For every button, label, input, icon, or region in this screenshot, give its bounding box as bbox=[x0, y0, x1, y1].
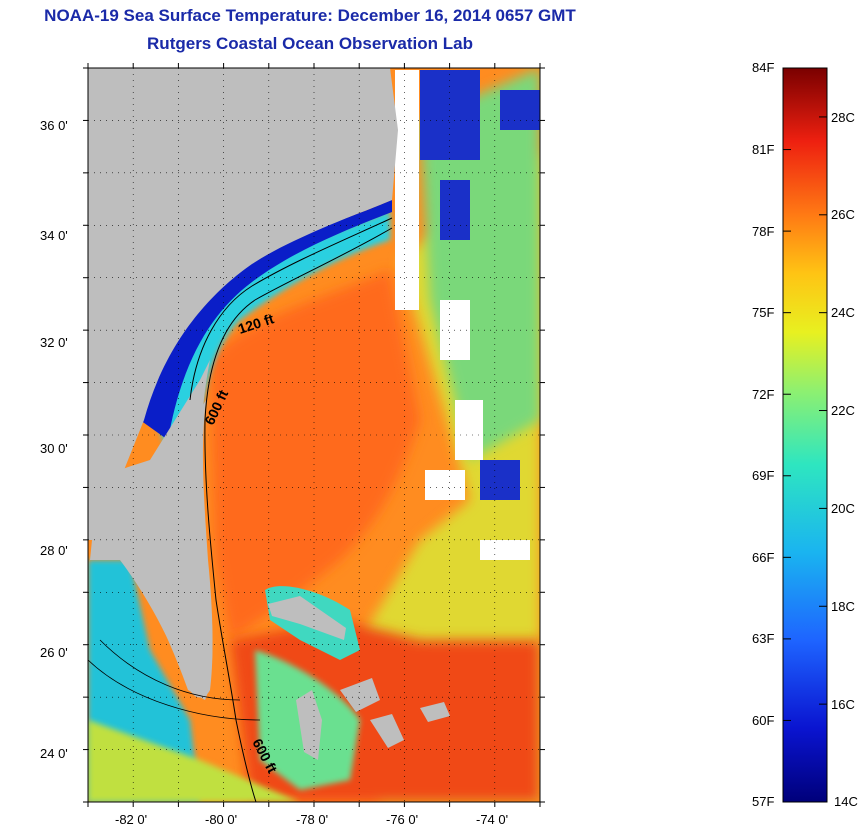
colorbar-f-label: 75F bbox=[752, 305, 775, 320]
map-title: NOAA-19 Sea Surface Temperature: Decembe… bbox=[44, 6, 576, 25]
lon-label: -74 0' bbox=[476, 812, 509, 827]
florida-bay-water bbox=[88, 720, 300, 802]
lat-label: 30 0' bbox=[40, 441, 68, 456]
gulf-contour-lines bbox=[88, 639, 261, 721]
colorbar-f-label: 63F bbox=[752, 631, 775, 646]
colorbar-f-label: 66F bbox=[752, 550, 775, 565]
colorbar-f-label: 69F bbox=[752, 468, 775, 483]
gulf-stream bbox=[210, 270, 420, 640]
isobath-120ft-line bbox=[189, 217, 393, 401]
cold-patches bbox=[420, 70, 540, 500]
colorbar-f-label: 72F bbox=[752, 387, 775, 402]
colorbar-f-label: 78F bbox=[752, 224, 775, 239]
colorbar-f-label: 60F bbox=[752, 713, 775, 728]
lat-label: 26 0' bbox=[40, 645, 68, 660]
map-subtitle: Rutgers Coastal Ocean Observation Lab bbox=[147, 34, 473, 53]
lat-label: 32 0' bbox=[40, 335, 68, 350]
offshore-cool-zone bbox=[420, 68, 540, 460]
lon-label: -78 0' bbox=[296, 812, 329, 827]
colorbar-f-label: 57F bbox=[752, 794, 775, 809]
lat-label: 24 0' bbox=[40, 746, 68, 761]
lat-label: 34 0' bbox=[40, 228, 68, 243]
colorbar-c-label: 26C bbox=[831, 207, 855, 222]
colorbar-f-label: 81F bbox=[752, 142, 775, 157]
colorbar-ticks bbox=[783, 67, 827, 803]
colorbar-c-label: 16C bbox=[831, 697, 855, 712]
colorbar-f-label: 84F bbox=[752, 60, 775, 75]
colorbar-c-label: 28C bbox=[831, 110, 855, 125]
isobath-600ft-line bbox=[204, 227, 393, 802]
colorbar-scale bbox=[782, 67, 828, 803]
colorbar-c-label: 24C bbox=[831, 305, 855, 320]
cloud-cover bbox=[395, 70, 530, 560]
colorbar-c-label: 18C bbox=[831, 599, 855, 614]
florida-peninsula bbox=[92, 400, 213, 700]
colorbar-c-label: 14C bbox=[834, 794, 858, 809]
colorbar-c-label: 20C bbox=[831, 501, 855, 516]
lon-label: -76 0' bbox=[386, 812, 419, 827]
lon-label: -80 0' bbox=[205, 812, 238, 827]
lon-label: -82 0' bbox=[115, 812, 148, 827]
colorbar-c-label: 22C bbox=[831, 403, 855, 418]
axis-ticks bbox=[83, 63, 545, 807]
mainland bbox=[88, 68, 396, 540]
lat-label: 28 0' bbox=[40, 543, 68, 558]
bahama-islands bbox=[268, 596, 450, 760]
lat-label: 36 0' bbox=[40, 118, 68, 133]
